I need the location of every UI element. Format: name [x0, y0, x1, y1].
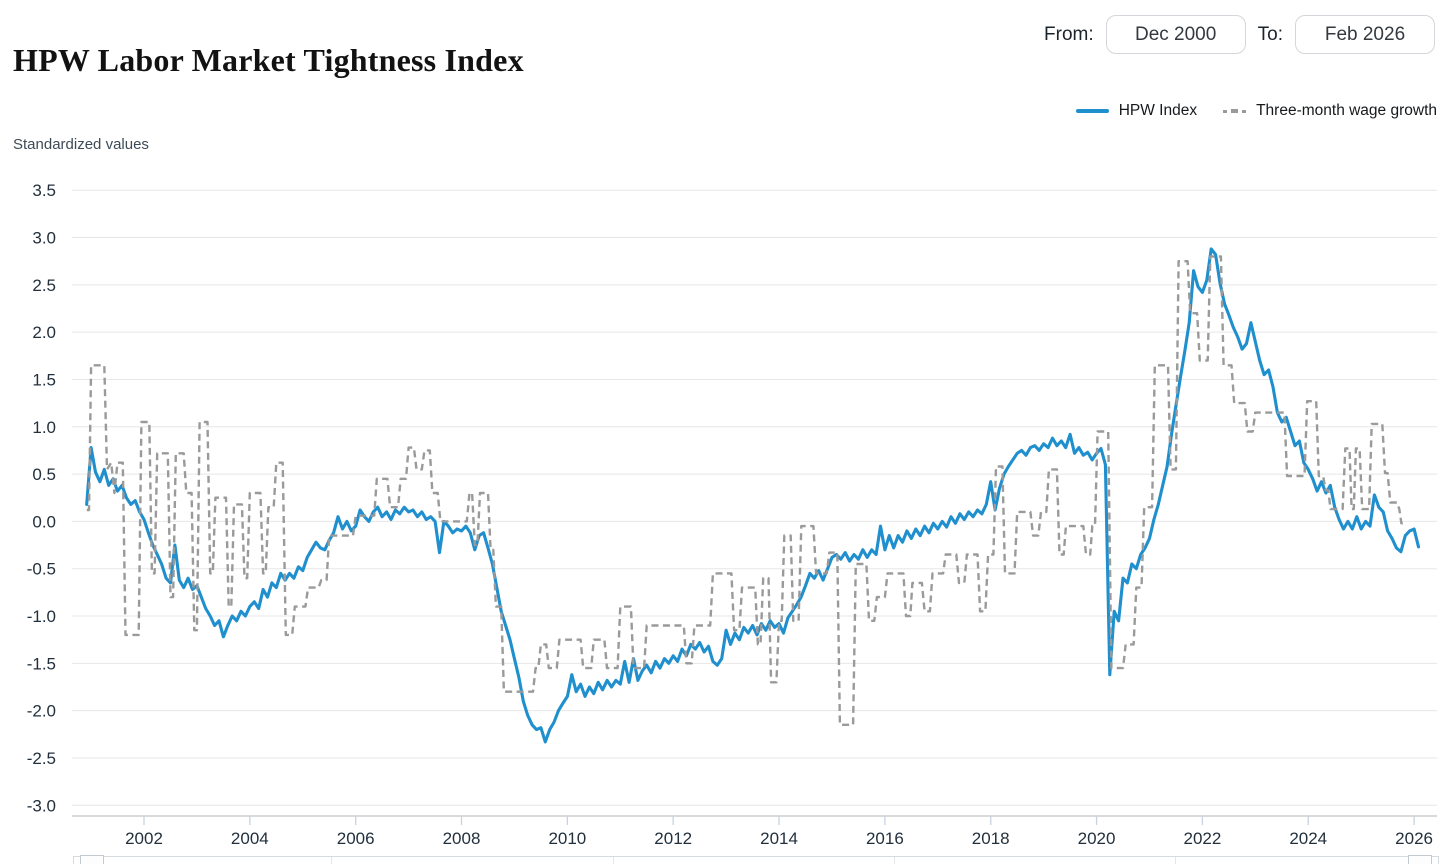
- x-axis-tick-label: 2008: [443, 829, 481, 848]
- y-axis-tick-label: -1.0: [27, 607, 56, 626]
- y-axis-tick-label: -2.0: [27, 702, 56, 721]
- page-title: HPW Labor Market Tightness Index: [13, 42, 524, 78]
- hpw-index-line: [85, 247, 1421, 744]
- navigator-handle-right[interactable]: [1408, 855, 1432, 864]
- y-axis-tick-label: -1.5: [27, 654, 56, 673]
- x-axis-tick-label: 2024: [1289, 829, 1327, 848]
- x-axis-tick-label: 2016: [866, 829, 904, 848]
- x-axis-tick-label: 2012: [654, 829, 692, 848]
- to-label: To:: [1257, 23, 1283, 45]
- y-axis-tick-label: 1.5: [32, 370, 56, 389]
- x-axis-tick-label: 2004: [231, 829, 269, 848]
- hpw-line-swatch-icon: [1075, 109, 1109, 113]
- x-axis-tick-label: 2026: [1395, 829, 1433, 848]
- navigator-divider: [613, 857, 614, 864]
- navigator-divider: [331, 857, 332, 864]
- wage-line-swatch-icon: [1223, 109, 1247, 113]
- y-axis-tick-label: 1.0: [32, 418, 56, 437]
- legend-item-wage-growth[interactable]: Three-month wage growth: [1223, 102, 1437, 120]
- x-axis-tick-label: 2002: [125, 829, 163, 848]
- x-axis-tick-label: 2018: [972, 829, 1010, 848]
- from-label: From:: [1044, 23, 1094, 45]
- y-axis-tick-label: 3.0: [32, 229, 56, 248]
- y-axis-tick-label: -3.0: [27, 796, 56, 815]
- x-axis-tick-label: 2022: [1183, 829, 1221, 848]
- y-axis-tick-label: 0.0: [32, 512, 56, 531]
- y-axis-tick-label: -0.5: [27, 560, 56, 579]
- legend-item-hpw-index[interactable]: HPW Index: [1075, 102, 1198, 120]
- navigator-divider: [1175, 857, 1176, 864]
- y-axis-tick-label: 3.5: [32, 181, 56, 200]
- x-axis-tick-label: 2006: [337, 829, 375, 848]
- legend-label-wage: Three-month wage growth: [1256, 102, 1437, 119]
- to-date-input[interactable]: Feb 2026: [1295, 15, 1435, 54]
- from-date-input[interactable]: Dec 2000: [1105, 15, 1246, 54]
- navigator-divider: [894, 857, 895, 864]
- y-axis-tick-label: 2.0: [32, 323, 56, 342]
- date-range-controls: From: Dec 2000 To: Feb 2026: [1044, 15, 1435, 54]
- y-axis-tick-label: -2.5: [27, 749, 56, 768]
- y-axis-tick-label: 2.5: [32, 276, 56, 295]
- range-navigator[interactable]: [73, 855, 1439, 864]
- x-axis-tick-label: 2020: [1078, 829, 1116, 848]
- wage-growth-line: [86, 255, 1404, 726]
- x-axis-tick-label: 2014: [760, 829, 798, 848]
- navigator-handle-left[interactable]: [80, 855, 104, 864]
- y-axis-tick-label: 0.5: [32, 465, 56, 484]
- x-axis-tick-label: 2010: [548, 829, 586, 848]
- legend-label-hpw: HPW Index: [1118, 102, 1198, 119]
- legend: HPW Index Three-month wage growth: [1075, 102, 1437, 120]
- chart-subtitle: Standardized values: [13, 136, 149, 153]
